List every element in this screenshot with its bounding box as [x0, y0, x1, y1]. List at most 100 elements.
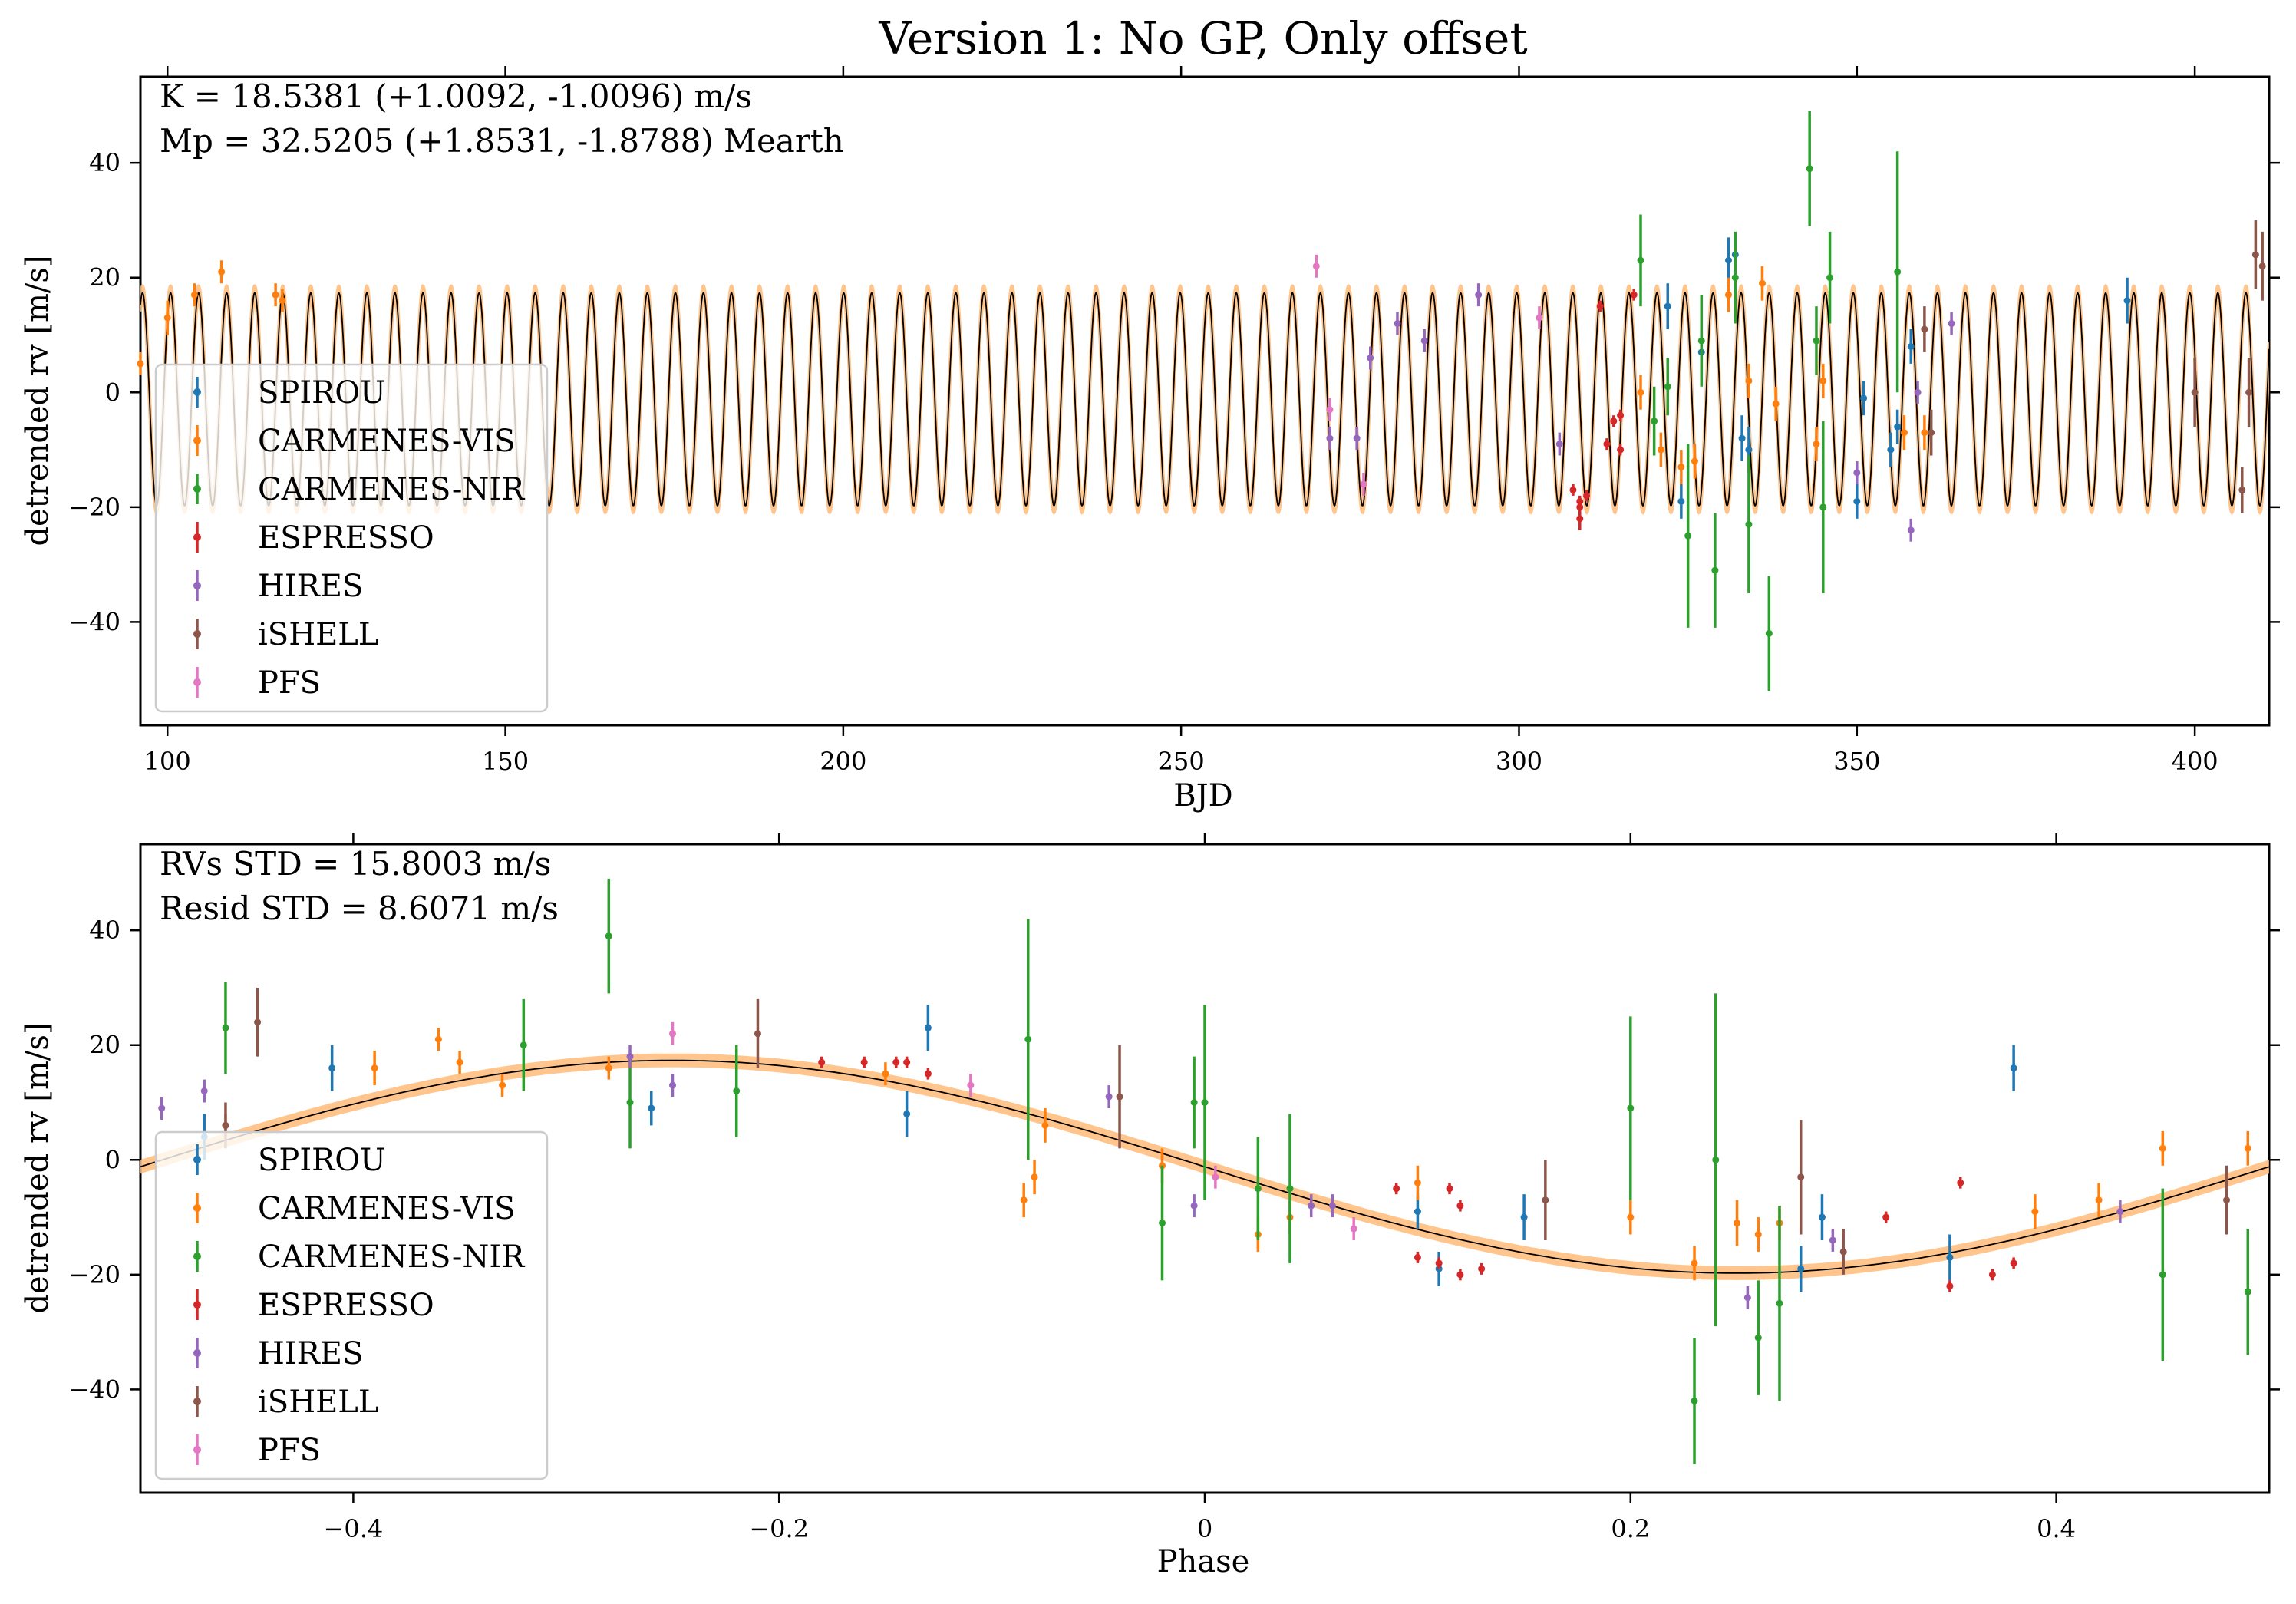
x-tick-label: 350 [1833, 747, 1880, 776]
data-point [2244, 1288, 2251, 1295]
data-point [1860, 394, 1868, 402]
legend-label: SPIROU [258, 375, 386, 411]
x-axis-label: Phase [1157, 1544, 1250, 1579]
data-point [1190, 1202, 1198, 1210]
x-tick-label: 200 [820, 747, 866, 776]
data-point [1724, 256, 1732, 264]
data-point [1435, 1259, 1443, 1267]
legend-box [154, 1130, 549, 1480]
data-point [1254, 1185, 1262, 1193]
data-point [903, 1110, 911, 1117]
data-point [1020, 1196, 1028, 1204]
data-point [272, 291, 279, 299]
data-point [1105, 1093, 1113, 1101]
data-point [2010, 1259, 2017, 1267]
data-point [190, 291, 198, 299]
data-point [1743, 1294, 1751, 1302]
data-point [1393, 1185, 1400, 1193]
data-point [1797, 1265, 1805, 1272]
legend-label: PFS [258, 665, 321, 701]
data-point [1914, 388, 1922, 396]
legend-marker [193, 678, 201, 686]
data-point [1697, 337, 1705, 345]
data-point [1637, 388, 1644, 396]
annotation-rvs-std: RVs STD = 15.8003 m/s [160, 845, 551, 883]
data-point [1754, 1230, 1762, 1238]
data-point [1664, 302, 1671, 310]
legend-label: ESPRESSO [258, 520, 434, 556]
data-point [254, 1018, 262, 1026]
x-tick-label: 0.4 [2037, 1514, 2076, 1543]
data-point [2191, 388, 2199, 396]
rv-phase-panel: −0.4 −0.2 0 0.2 0.4 −40 −20 0 20 40 RVs STD = 15.… [20, 833, 2280, 1579]
x-tick-label: −0.2 [749, 1514, 809, 1543]
data-point [499, 1081, 506, 1089]
data-point [1988, 1271, 1996, 1279]
data-point [1576, 515, 1584, 523]
data-point [1734, 1220, 1740, 1227]
y-tick-label: 40 [89, 916, 120, 945]
data-point [1691, 1259, 1698, 1267]
data-point [1414, 1253, 1421, 1261]
data-point [1212, 1173, 1219, 1181]
legend-label: HIRES [258, 569, 363, 604]
data-point [218, 268, 226, 276]
data-point [1617, 411, 1625, 419]
legend-marker [193, 1398, 201, 1405]
data-point [1630, 291, 1638, 299]
data-point [434, 1035, 442, 1043]
y-axis-label: detrended rv [m/s] [20, 255, 55, 546]
legend-label: iSHELL [258, 617, 378, 652]
annotation-resid-std: Resid STD = 8.6071 m/s [160, 889, 559, 927]
x-tick-label: 300 [1496, 747, 1542, 776]
legend-label: CARMENES-NIR [258, 1239, 526, 1275]
data-point [1826, 274, 1834, 282]
data-point [1116, 1093, 1123, 1101]
data-point [1894, 268, 1902, 276]
data-point [137, 360, 144, 368]
legend: SPIROU CARMENES-VIS CARMENES-NIR ESPRESSO HI… [154, 363, 549, 713]
legend-marker [193, 1349, 201, 1357]
data-point [328, 1064, 336, 1072]
data-point [2159, 1144, 2166, 1152]
y-tick-label: −20 [68, 493, 120, 522]
data-point [222, 1024, 229, 1031]
data-point [1887, 446, 1895, 454]
data-point [1724, 291, 1732, 299]
data-point [1731, 274, 1739, 282]
legend-marker [193, 437, 201, 444]
data-point [754, 1030, 761, 1038]
data-point [1664, 383, 1671, 391]
data-point [892, 1058, 900, 1066]
figure-title: Version 1: No GP, Only offset [878, 12, 1527, 64]
data-point [2123, 297, 2131, 305]
x-tick-label: 100 [144, 747, 191, 776]
data-point [1312, 262, 1320, 270]
data-point [1360, 480, 1367, 488]
data-point [1738, 434, 1746, 442]
data-point [2245, 388, 2253, 396]
data-point [1759, 279, 1767, 287]
legend-marker [193, 388, 201, 396]
y-tick-label: 20 [89, 263, 120, 292]
data-point [648, 1104, 655, 1112]
y-tick-label: −40 [68, 607, 120, 636]
data-point [222, 1121, 229, 1129]
data-point [903, 1058, 911, 1066]
data-point [1946, 1282, 1954, 1290]
data-point [1818, 1213, 1826, 1221]
data-point [163, 314, 171, 322]
y-tick-label: −40 [68, 1375, 120, 1404]
legend-label: SPIROU [258, 1143, 386, 1178]
data-point [1711, 566, 1719, 574]
legend-label: PFS [258, 1433, 321, 1468]
data-point [967, 1081, 975, 1089]
data-point [669, 1081, 676, 1089]
data-point [1627, 1213, 1635, 1221]
data-point [1806, 165, 1813, 173]
data-point [1446, 1185, 1453, 1193]
data-point [2238, 486, 2246, 493]
data-points [158, 878, 2251, 1464]
data-point [1745, 520, 1753, 528]
data-point [1596, 302, 1604, 310]
